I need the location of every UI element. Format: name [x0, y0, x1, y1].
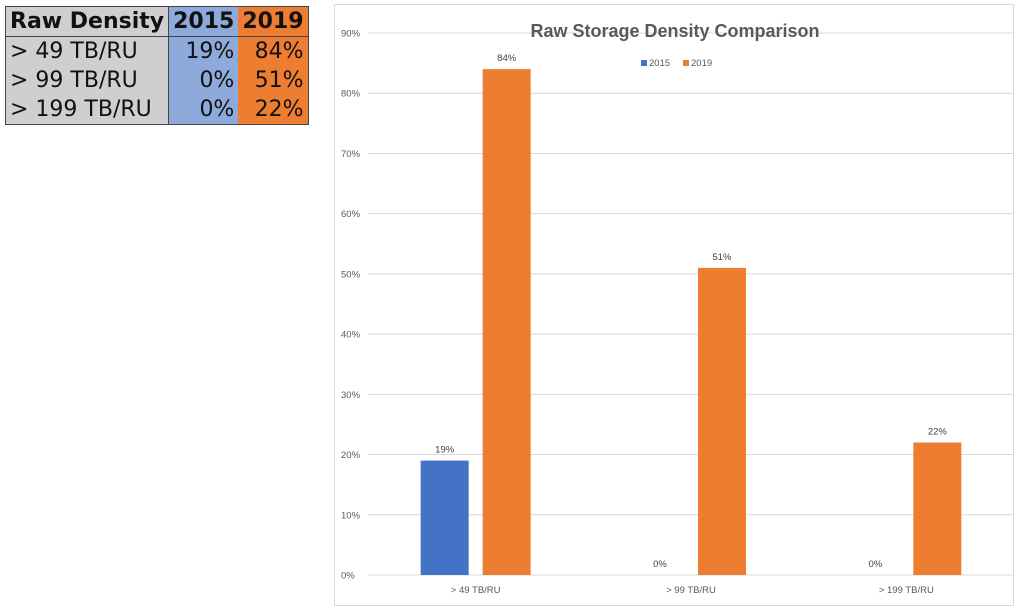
row-label: > 49 TB/RU	[5, 36, 170, 66]
x-axis-ticks: > 49 TB/RU > 99 TB/RU > 199 TB/RU	[451, 585, 934, 596]
data-label-2019-0: 84%	[497, 53, 517, 64]
value-2019: 51%	[238, 66, 309, 95]
legend-swatch-2015	[641, 60, 647, 66]
y-tick-label: 60%	[341, 209, 361, 220]
data-label-2015-1: 0%	[653, 559, 667, 570]
chart-title: Raw Storage Density Comparison	[530, 21, 819, 41]
y-tick-label: 70%	[341, 149, 361, 160]
bar-chart: 0% 10% 20% 30% 40% 50% 60% 70% 80% 90% Raw Storag…	[341, 21, 1014, 596]
y-tick-label: 30%	[341, 390, 361, 401]
data-label-2015-2: 0%	[868, 559, 882, 570]
y-tick-label: 40%	[341, 330, 361, 341]
row-label: > 99 TB/RU	[5, 66, 170, 95]
legend-swatch-2019	[683, 60, 689, 66]
table-row: > 99 TB/RU 0% 51%	[5, 66, 309, 95]
header-2019: 2019	[238, 6, 309, 37]
legend: 2015 2019	[641, 58, 712, 69]
x-tick-label: > 99 TB/RU	[666, 585, 716, 596]
bar-2019-2	[913, 442, 962, 575]
y-tick-label: 80%	[341, 89, 361, 100]
header-raw-density: Raw Density	[5, 6, 170, 37]
table-row: > 199 TB/RU 0% 22%	[5, 95, 309, 125]
table-row: > 49 TB/RU 19% 84%	[5, 36, 309, 66]
header-2015: 2015	[168, 6, 239, 37]
row-label: > 199 TB/RU	[5, 95, 170, 125]
data-labels: 19% 84% 0% 51% 0% 22%	[435, 53, 947, 570]
value-2019: 84%	[238, 36, 309, 66]
y-tick-label: 10%	[341, 510, 361, 521]
chart-container: 0% 10% 20% 30% 40% 50% 60% 70% 80% 90% Raw Storag…	[334, 4, 1014, 606]
y-tick-label: 20%	[341, 450, 361, 461]
y-tick-label: 90%	[341, 29, 361, 40]
value-2019: 22%	[238, 95, 309, 125]
y-tick-label: 0%	[341, 571, 355, 582]
legend-label-2015: 2015	[649, 58, 670, 69]
bars	[420, 69, 962, 575]
data-label-2015-0: 19%	[435, 445, 455, 456]
value-2015: 0%	[168, 66, 239, 95]
data-label-2019-2: 22%	[928, 427, 948, 438]
y-tick-label: 50%	[341, 269, 361, 280]
bar-2015-0	[420, 460, 469, 575]
table-header-row: Raw Density 2015 2019	[5, 6, 309, 37]
bar-2019-1	[698, 267, 746, 575]
y-axis-ticks: 0% 10% 20% 30% 40% 50% 60% 70% 80% 90%	[341, 29, 361, 582]
legend-label-2019: 2019	[691, 58, 712, 69]
x-tick-label: > 199 TB/RU	[879, 585, 934, 596]
gridlines	[368, 32, 1014, 576]
bar-2019-0	[482, 69, 531, 575]
x-tick-label: > 49 TB/RU	[451, 585, 501, 596]
density-summary-table: Raw Density 2015 2019 > 49 TB/RU 19% 84%…	[5, 6, 309, 125]
data-label-2019-1: 51%	[712, 252, 732, 263]
value-2015: 19%	[168, 36, 239, 66]
value-2015: 0%	[168, 95, 239, 125]
